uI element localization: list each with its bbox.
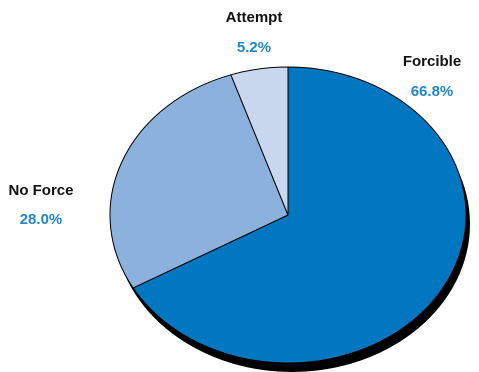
pie-slice-attempt [230, 66, 289, 216]
pie-slice-no-force [109, 74, 289, 289]
slice-value-no-force: 28.0% [20, 211, 63, 228]
slice-value-forcible: 66.8% [411, 83, 454, 100]
slice-value-attempt: 5.2% [237, 39, 271, 56]
pie-slices [109, 66, 467, 364]
slice-label-forcible: Forcible [403, 53, 461, 70]
slice-label-no-force: No Force [8, 182, 73, 199]
slice-label-attempt: Attempt [226, 9, 283, 26]
pie-slice-forcible [132, 66, 467, 364]
